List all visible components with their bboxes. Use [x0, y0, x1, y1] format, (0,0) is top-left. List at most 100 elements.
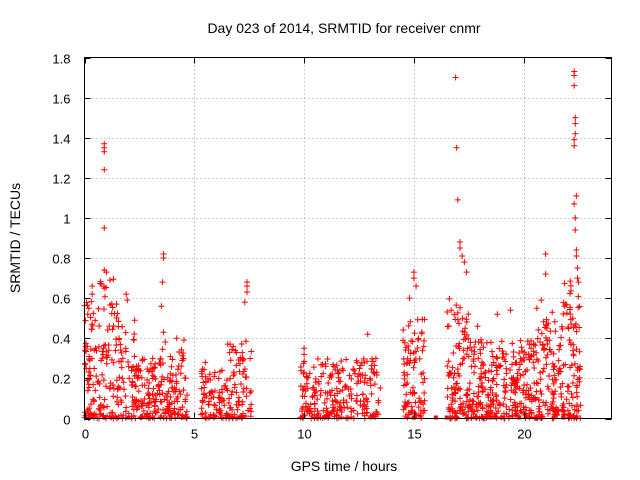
data-point — [113, 377, 120, 384]
data-point — [465, 311, 472, 318]
data-point — [320, 407, 327, 414]
data-point — [456, 320, 463, 327]
data-point — [333, 398, 340, 405]
data-point — [101, 396, 108, 403]
data-point — [513, 411, 520, 418]
data-point — [101, 166, 108, 173]
data-point — [180, 337, 187, 344]
data-point — [328, 410, 335, 417]
data-point — [231, 381, 238, 388]
data-point — [248, 348, 255, 355]
data-point — [522, 351, 529, 358]
data-point — [571, 372, 578, 379]
data-point — [145, 392, 152, 399]
data-point — [347, 386, 354, 393]
data-point — [538, 330, 545, 337]
data-point — [482, 369, 489, 376]
data-point — [141, 395, 148, 402]
data-point — [459, 360, 466, 367]
data-point — [518, 358, 525, 365]
axis-ticks — [84, 57, 612, 420]
data-point — [315, 410, 322, 417]
data-point — [411, 359, 418, 366]
data-point — [407, 409, 414, 416]
data-point — [513, 410, 520, 417]
data-point — [330, 401, 337, 408]
data-point — [173, 380, 180, 387]
data-point — [184, 392, 191, 399]
data-point — [542, 354, 549, 361]
data-point — [122, 393, 129, 400]
data-point — [478, 370, 485, 377]
data-point — [199, 373, 206, 380]
data-point — [84, 302, 91, 309]
data-point — [89, 321, 96, 328]
data-point — [237, 360, 244, 367]
data-point — [158, 378, 165, 385]
data-point — [409, 338, 416, 345]
data-point — [343, 356, 350, 363]
data-point — [507, 367, 514, 374]
data-point — [227, 341, 234, 348]
data-point — [446, 369, 453, 376]
zero-marker — [488, 415, 493, 420]
y-tick-label: 1.4 — [52, 132, 70, 147]
data-point — [523, 387, 530, 394]
data-point — [220, 397, 227, 404]
data-point — [234, 406, 241, 413]
data-point — [123, 291, 130, 298]
data-point — [200, 379, 207, 386]
data-point — [421, 375, 428, 382]
data-point — [509, 340, 516, 347]
data-point — [226, 349, 233, 356]
y-tick-label: 0.6 — [52, 292, 70, 307]
data-point — [453, 302, 460, 309]
zero-marker — [444, 415, 449, 420]
data-point — [496, 345, 503, 352]
data-point — [445, 358, 452, 365]
data-point — [210, 394, 217, 401]
data-point — [557, 342, 564, 349]
data-point — [96, 394, 103, 401]
data-point — [567, 311, 574, 318]
x-tick-label: 20 — [517, 427, 531, 442]
data-point — [238, 340, 245, 347]
data-point — [177, 406, 184, 413]
data-point — [95, 343, 102, 350]
data-point — [474, 323, 481, 330]
data-point — [243, 393, 250, 400]
data-point — [174, 366, 181, 373]
data-point — [113, 342, 120, 349]
data-point — [411, 390, 418, 397]
data-point — [501, 376, 508, 383]
data-point — [470, 356, 477, 363]
data-point — [82, 361, 89, 368]
data-point — [329, 398, 336, 405]
x-tick-label: 10 — [297, 427, 311, 442]
data-point — [303, 400, 310, 407]
data-point — [446, 295, 453, 302]
data-point — [328, 373, 335, 380]
data-point — [115, 335, 122, 342]
data-point — [241, 299, 248, 306]
data-point — [353, 392, 360, 399]
y-axis-label: SRMTID / TECUs — [7, 183, 23, 293]
data-point — [149, 365, 156, 372]
data-point — [110, 359, 117, 366]
data-point — [103, 383, 110, 390]
plot-frame — [84, 57, 612, 419]
data-point — [144, 376, 151, 383]
data-point — [106, 323, 113, 330]
data-point — [530, 359, 537, 366]
data-point — [354, 410, 361, 417]
data-point — [535, 326, 542, 333]
data-point — [367, 377, 374, 384]
data-point — [110, 393, 117, 400]
data-point — [576, 378, 583, 385]
data-point — [416, 395, 423, 402]
data-point — [569, 394, 576, 401]
data-point — [144, 410, 151, 417]
data-point — [239, 414, 246, 421]
data-point — [330, 363, 337, 370]
